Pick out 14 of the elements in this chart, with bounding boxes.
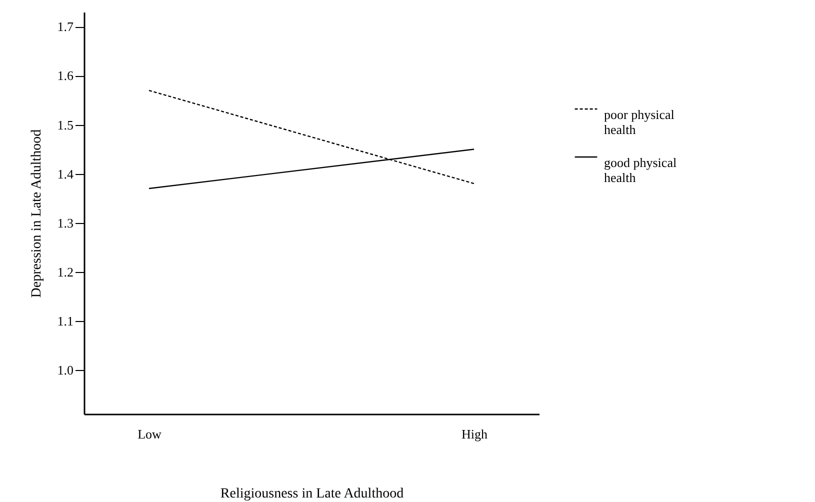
legend-label: poor physical health	[604, 107, 675, 137]
legend-label: good physical health	[604, 155, 677, 185]
y-tick-label: 1.3	[57, 215, 74, 230]
y-tick-label: 1.2	[57, 264, 74, 280]
x-axis-title: Religiousness in Late Adulthood	[220, 486, 404, 502]
y-tick-label: 1.7	[57, 19, 74, 34]
y-tick-label: 1.4	[57, 166, 74, 182]
x-tick-label: Low	[138, 426, 162, 442]
y-tick-label: 1.5	[57, 117, 74, 132]
x-tick-label: High	[462, 426, 488, 442]
y-tick-label: 1.6	[57, 68, 74, 84]
y-tick-label: 1.1	[57, 313, 74, 328]
y-axis-title: Depression in Late Adulthood	[29, 129, 44, 298]
y-tick-label: 1.0	[57, 362, 74, 378]
